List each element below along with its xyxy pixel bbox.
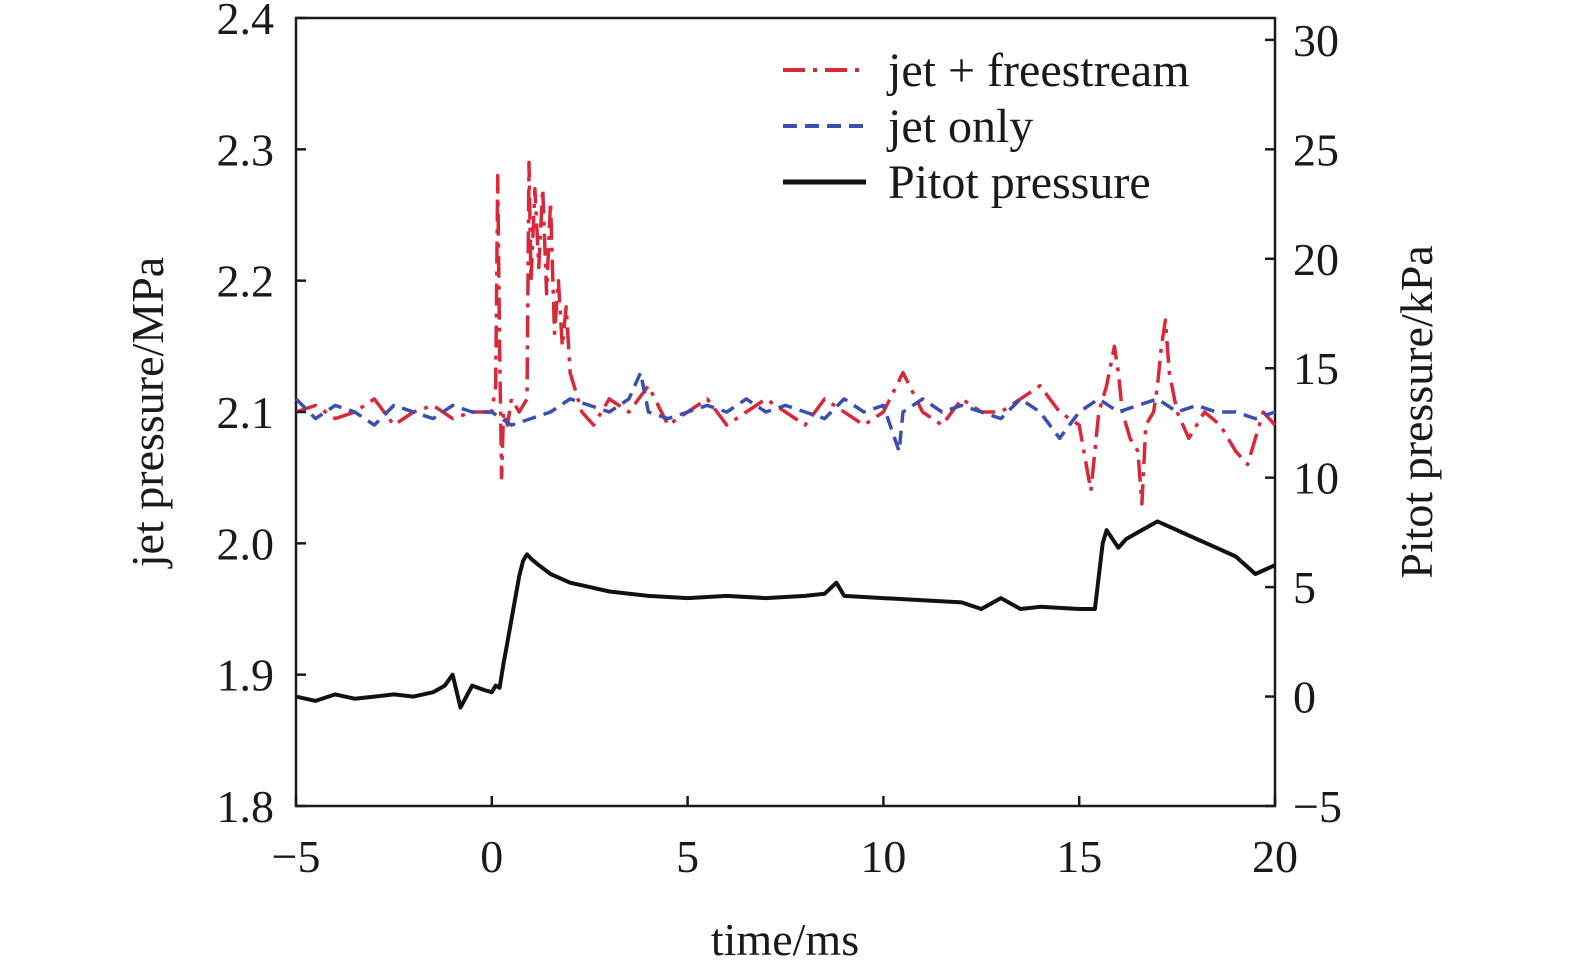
series-layer (294, 160, 1277, 710)
series-line-jet-freestream (295, 160, 1277, 506)
y-left-tick-label: 2.2 (217, 256, 275, 307)
series-line-pitot-pressure (295, 519, 1276, 710)
y-left-tick-label: 1.8 (217, 781, 275, 832)
y-left-tick-label: 2.4 (217, 0, 275, 44)
legend-label: jet only (886, 100, 1033, 153)
y-left-tick-label: 2.3 (217, 124, 275, 175)
y-right-tick-label: 5 (1293, 562, 1316, 613)
y-right-tick-label: 30 (1293, 15, 1339, 66)
x-axis: −5 0 5 10 15 20 (272, 796, 1298, 882)
y-right-tick-label: 0 (1293, 672, 1316, 723)
x-axis-title: time/ms (711, 914, 859, 965)
y-left-tick-label: 2.0 (217, 518, 275, 569)
x-tick-label: 15 (1056, 831, 1102, 882)
y-axis-right: −5 0 5 10 15 20 25 30 (1265, 15, 1342, 832)
y-right-tick-label: 15 (1293, 343, 1339, 394)
x-tick-label: 10 (860, 831, 906, 882)
y-axis-left: 1.8 1.9 2.0 2.1 2.2 2.3 2.4 (217, 0, 306, 832)
y-axis-right-title: Pitot pressure/kPa (1391, 245, 1442, 578)
y-left-tick-label: 1.9 (217, 650, 275, 701)
legend-label: Pitot pressure (888, 156, 1151, 209)
y-right-tick-label: −5 (1293, 781, 1342, 832)
x-tick-label: 20 (1252, 831, 1298, 882)
legend-label: jet + freestream (886, 44, 1190, 97)
y-right-tick-label: 25 (1293, 124, 1339, 175)
x-tick-label: −5 (272, 831, 321, 882)
x-tick-label: 0 (480, 831, 503, 882)
y-right-tick-label: 20 (1293, 234, 1339, 285)
y-right-tick-label: 10 (1293, 453, 1339, 504)
x-tick-label: 5 (676, 831, 699, 882)
series-line-jet-only (294, 370, 1276, 454)
y-left-tick-label: 2.1 (217, 387, 275, 438)
y-axis-left-title: jet pressure/MPa (122, 257, 173, 569)
